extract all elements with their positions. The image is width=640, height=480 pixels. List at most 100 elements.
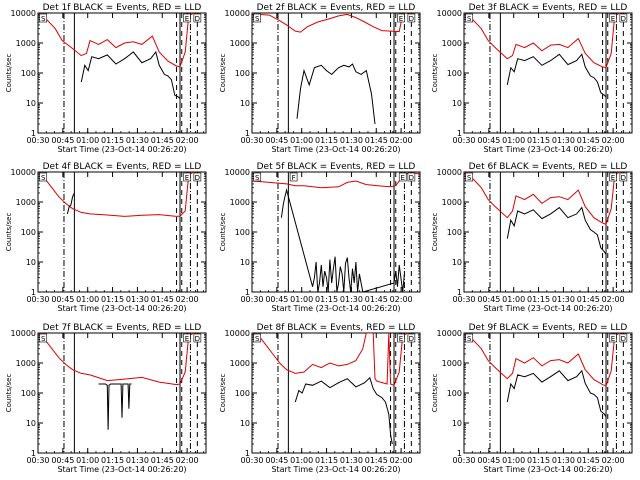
marker-box bbox=[609, 333, 617, 343]
x-tick-label: 02:00 bbox=[390, 136, 413, 145]
marker-label-e: E bbox=[611, 335, 615, 343]
y-tick-label: 10 bbox=[452, 99, 462, 108]
x-tick-label: 01:30 bbox=[126, 136, 149, 145]
marker-box bbox=[39, 13, 48, 23]
panel-title: Det 5f BLACK = Events, RED = LLD bbox=[257, 162, 416, 172]
y-tick-label: 1000 bbox=[230, 198, 250, 207]
y-tick-label: 10000 bbox=[437, 329, 462, 338]
x-tick-label: 01:45 bbox=[151, 456, 174, 465]
y-tick-label: 1 bbox=[457, 129, 462, 138]
y-tick-label: 10 bbox=[240, 419, 250, 428]
series-events-line bbox=[294, 376, 393, 445]
y-tick-label: 1 bbox=[457, 288, 462, 297]
marker-box bbox=[193, 13, 202, 23]
y-tick-label: 10 bbox=[26, 419, 36, 428]
x-axis-label: Start Time (23-Oct-14 00:26:20) bbox=[271, 304, 400, 313]
marker-label-e: E bbox=[400, 174, 404, 182]
y-tick-label: 1 bbox=[31, 288, 36, 297]
marker-box bbox=[407, 172, 416, 182]
series-lld-line bbox=[38, 172, 196, 217]
x-axis-label: Start Time (23-Oct-14 00:26:20) bbox=[57, 465, 186, 474]
y-tick-label: 100 bbox=[447, 389, 462, 398]
y-tick-label: 10 bbox=[240, 258, 250, 267]
plot-area bbox=[38, 13, 196, 99]
x-tick-label: 01:30 bbox=[340, 295, 363, 304]
y-tick-label: 100 bbox=[21, 389, 36, 398]
marker-box bbox=[619, 333, 628, 343]
series-lld-line bbox=[38, 333, 196, 386]
marker-box bbox=[289, 172, 298, 182]
x-tick-label: 01:15 bbox=[101, 295, 124, 304]
series-events-line bbox=[66, 192, 75, 215]
plot-area bbox=[464, 172, 622, 255]
y-tick-label: 10000 bbox=[437, 9, 462, 18]
marker-label-d: D bbox=[409, 174, 414, 182]
panel-8: Det 8f BLACK = Events, RED = LLD 1 10 100 10… bbox=[219, 323, 421, 474]
x-tick-label: 01:45 bbox=[577, 456, 600, 465]
y-tick-label: 100 bbox=[235, 228, 250, 237]
series-events-line bbox=[506, 369, 607, 418]
plot-area bbox=[38, 333, 196, 430]
x-tick-label: 01:00 bbox=[502, 295, 525, 304]
y-tick-label: 1000 bbox=[442, 359, 462, 368]
x-tick-label: 00:45 bbox=[51, 136, 74, 145]
marker-label-e: E bbox=[611, 15, 615, 23]
y-axis-label: Counts/sec bbox=[5, 374, 13, 413]
y-tick-label: 1 bbox=[245, 129, 250, 138]
x-tick-label: 00:45 bbox=[51, 456, 74, 465]
series-lld-line bbox=[38, 13, 196, 68]
x-tick-label: 00:45 bbox=[477, 295, 500, 304]
x-tick-label: 01:45 bbox=[577, 136, 600, 145]
x-tick-label: 02:00 bbox=[390, 456, 413, 465]
panel-9: Det 9f BLACK = Events, RED = LLD 1 10 100 10… bbox=[431, 323, 633, 474]
y-tick-label: 10 bbox=[452, 419, 462, 428]
marker-box bbox=[183, 172, 191, 182]
plot-frame bbox=[37, 332, 207, 454]
series-events-line bbox=[98, 383, 132, 430]
x-axis-label: Start Time (23-Oct-14 00:26:20) bbox=[483, 304, 612, 313]
x-tick-label: 01:30 bbox=[552, 456, 575, 465]
x-tick-label: 01:15 bbox=[315, 136, 338, 145]
marker-box bbox=[465, 172, 474, 182]
marker-label-e: E bbox=[611, 174, 615, 182]
y-tick-label: 100 bbox=[235, 69, 250, 78]
x-tick-label: 01:45 bbox=[151, 136, 174, 145]
x-axis-label: Start Time (23-Oct-14 00:26:20) bbox=[483, 145, 612, 154]
x-tick-label: 01:15 bbox=[527, 136, 550, 145]
x-tick-label: 00:45 bbox=[477, 136, 500, 145]
panel-title: Det 4f BLACK = Events, RED = LLD bbox=[43, 162, 202, 172]
x-tick-label: 01:00 bbox=[502, 136, 525, 145]
x-axis-label: Start Time (23-Oct-14 00:26:20) bbox=[271, 465, 400, 474]
y-tick-label: 100 bbox=[21, 69, 36, 78]
y-tick-label: 1000 bbox=[230, 359, 250, 368]
x-tick-label: 02:00 bbox=[176, 456, 199, 465]
series-events-line bbox=[506, 53, 607, 98]
marker-box bbox=[253, 13, 262, 23]
marker-label-e: E bbox=[185, 335, 189, 343]
plot-area bbox=[252, 13, 410, 125]
marker-label-s: S bbox=[41, 335, 46, 343]
x-tick-label: 02:00 bbox=[602, 295, 625, 304]
x-tick-label: 01:00 bbox=[290, 136, 313, 145]
panel-title: Det 9f BLACK = Events, RED = LLD bbox=[469, 323, 628, 333]
x-tick-label: 00:30 bbox=[452, 136, 475, 145]
marker-box bbox=[183, 13, 191, 23]
panel-3: Det 3f BLACK = Events, RED = LLD 1 10 100 10… bbox=[431, 3, 633, 154]
x-tick-label: 02:00 bbox=[602, 456, 625, 465]
y-axis-label: Counts/sec bbox=[219, 374, 227, 413]
y-tick-label: 1000 bbox=[230, 39, 250, 48]
y-tick-label: 1000 bbox=[442, 198, 462, 207]
marker-box bbox=[465, 13, 474, 23]
marker-box bbox=[39, 333, 48, 343]
y-tick-label: 10 bbox=[26, 258, 36, 267]
x-tick-label: 01:15 bbox=[315, 456, 338, 465]
x-tick-label: 01:00 bbox=[502, 456, 525, 465]
x-tick-label: 01:00 bbox=[76, 295, 99, 304]
x-tick-label: 01:45 bbox=[365, 136, 388, 145]
marker-box bbox=[465, 333, 474, 343]
marker-box bbox=[609, 13, 617, 23]
marker-box bbox=[183, 333, 191, 343]
y-tick-label: 1000 bbox=[16, 359, 36, 368]
x-tick-label: 00:30 bbox=[452, 456, 475, 465]
